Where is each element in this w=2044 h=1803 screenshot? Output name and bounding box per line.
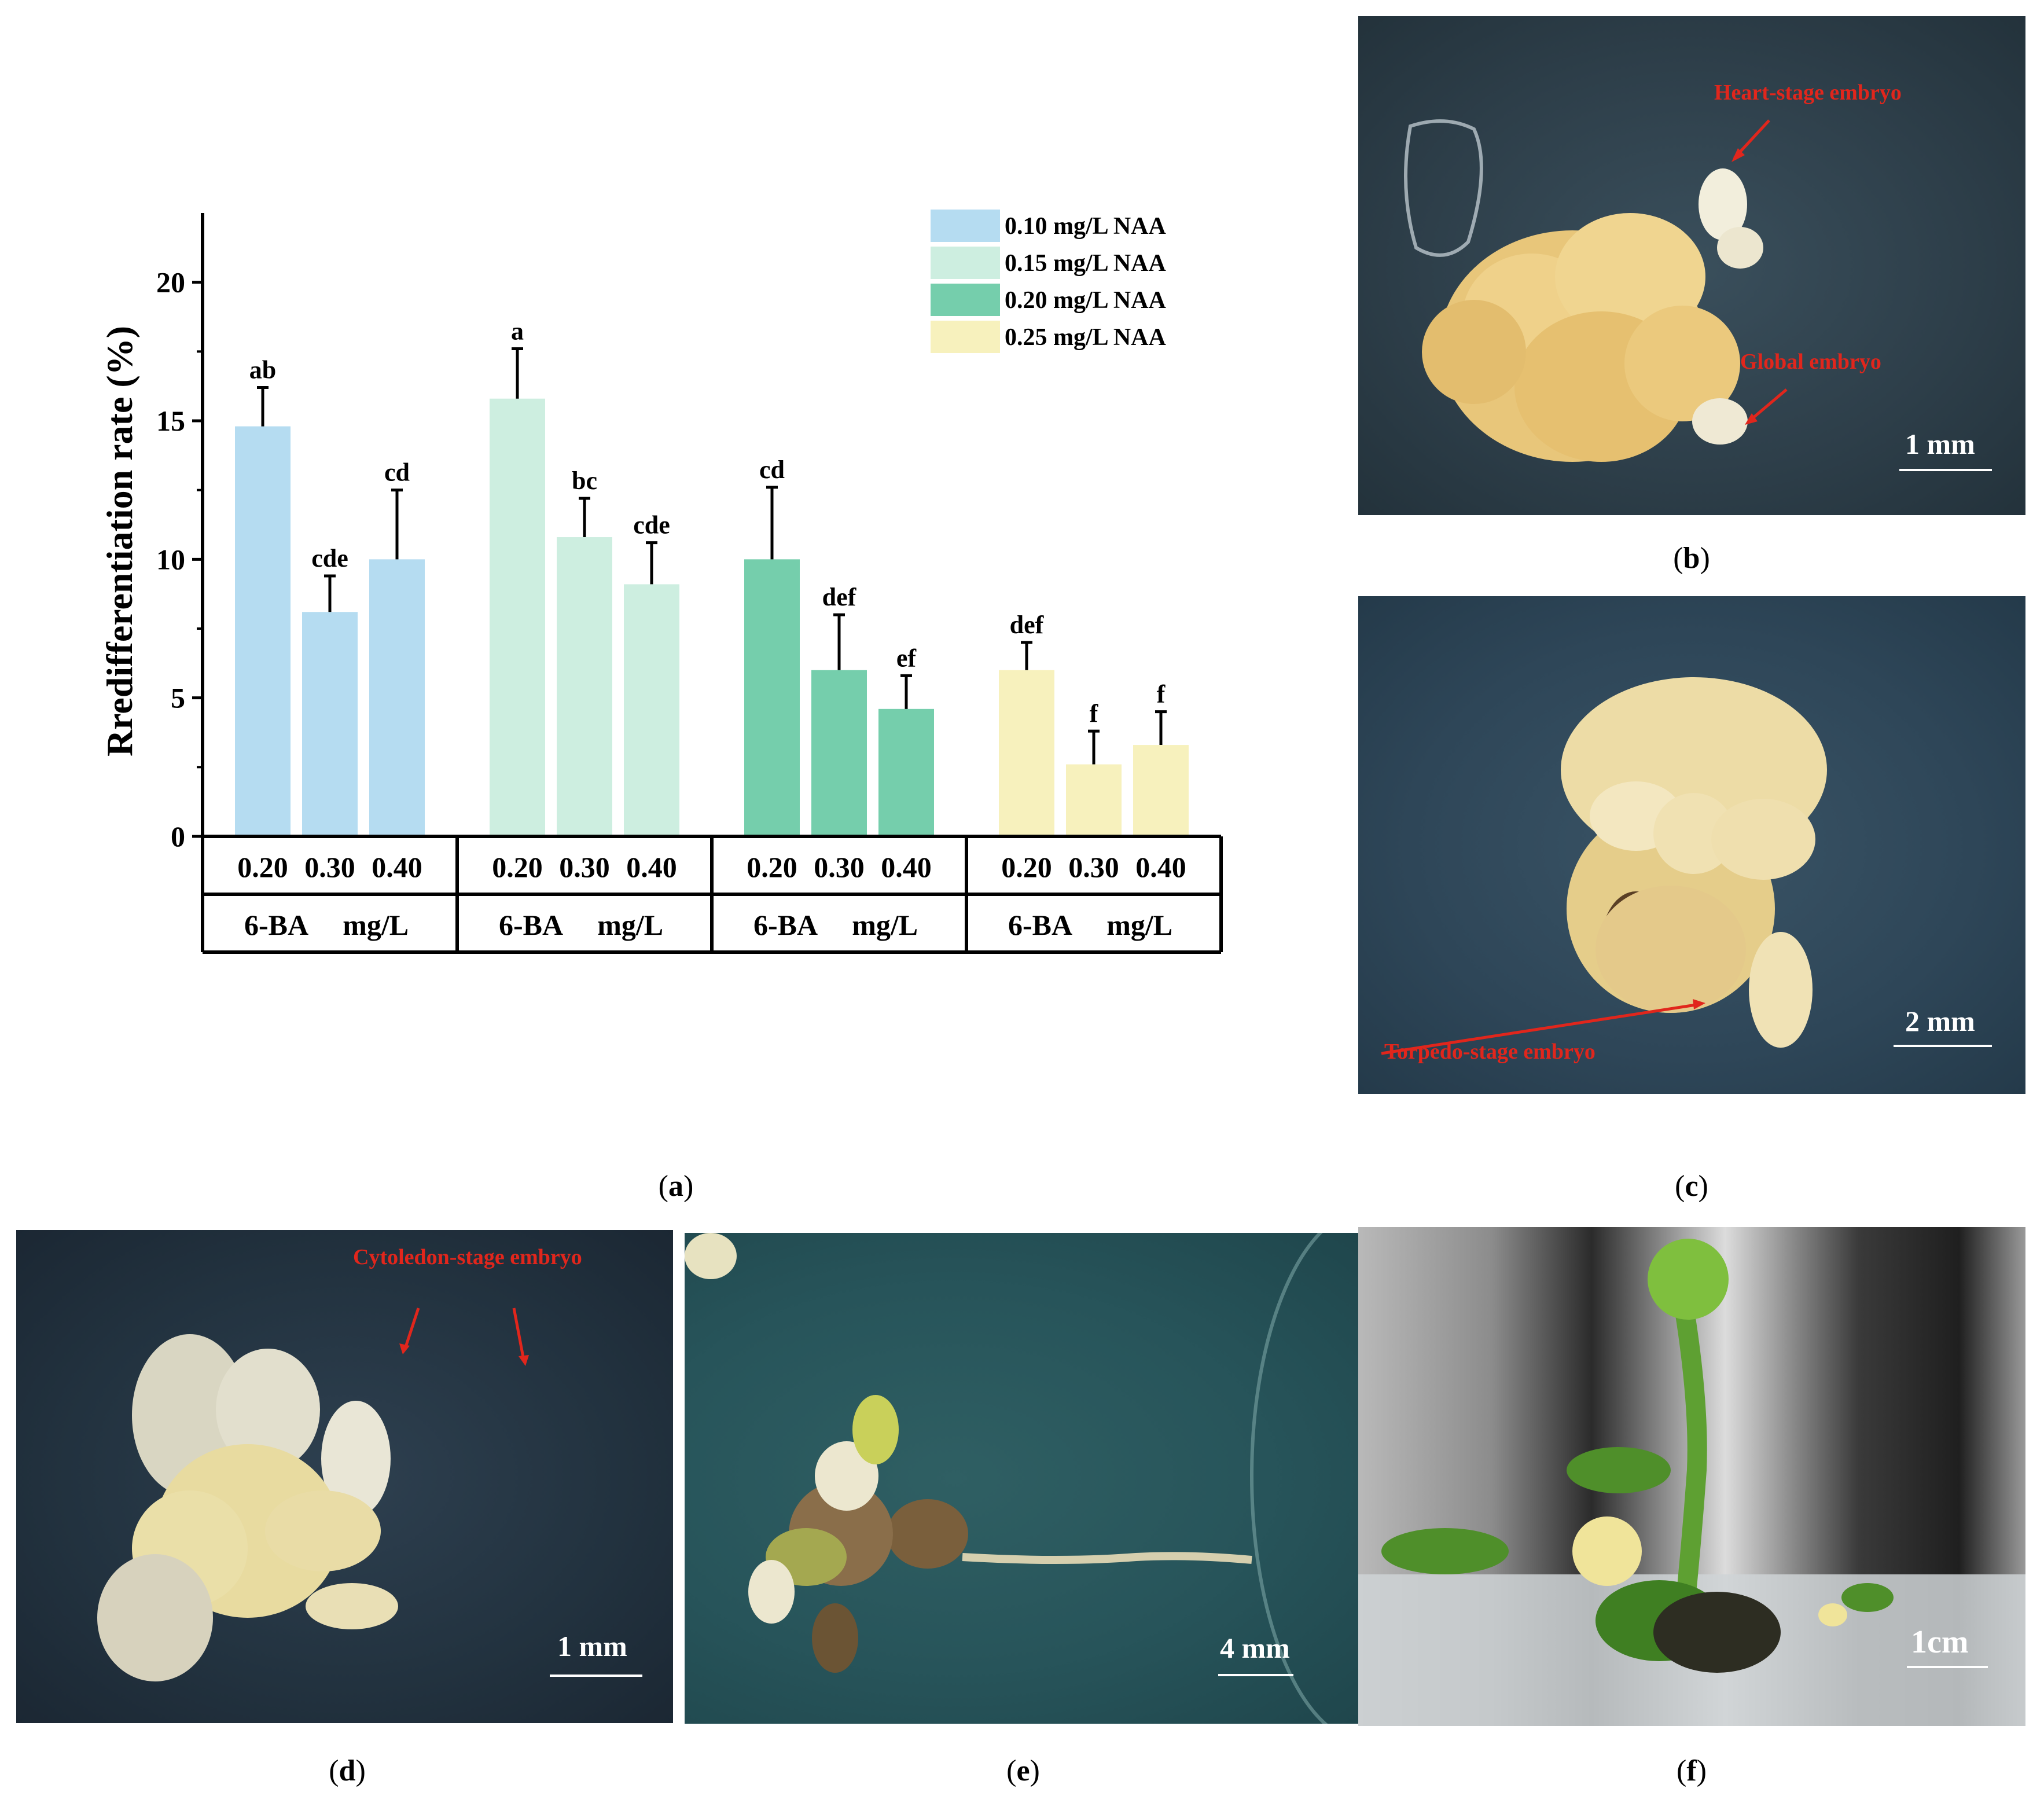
- bar-1-0: [490, 398, 545, 836]
- scale-text-c: 2 mm: [1905, 1005, 1975, 1037]
- category-label-1-2: 0.40: [626, 851, 677, 883]
- panel-label-e: (e): [1006, 1754, 1040, 1787]
- seedling-illustration: [685, 1233, 1328, 1724]
- annotation-global-embryo: Global embryo: [1740, 350, 1881, 374]
- scale-bar-b: [1899, 469, 1992, 471]
- callus-illustration: [1381, 677, 1827, 1055]
- photo-d: Cytoledon-stage embryo 1 mm: [16, 1230, 673, 1723]
- legend-swatch-1: [931, 247, 1000, 279]
- category-label-3-1: 0.30: [1068, 851, 1119, 883]
- panel-label-b: (b): [1673, 542, 1710, 575]
- bar-0-0: [235, 426, 291, 836]
- legend-swatch-2: [931, 284, 1000, 316]
- significance-letter-1-1: bc: [572, 467, 597, 495]
- group-label-unit-0: mg/L: [343, 909, 409, 941]
- axis-layer: 0.20 0.30 0.40 6-BA mg/L 0.20 0.30 0.40 6-BA mg/L…: [156, 213, 1223, 954]
- significance-letter-2-1: def: [822, 583, 857, 611]
- category-label-3-0: 0.20: [1001, 851, 1052, 883]
- scale-bar-d: [550, 1675, 642, 1677]
- legend-swatch-3: [931, 321, 1000, 353]
- y-tick-label-20: 20: [156, 266, 185, 299]
- group-label-unit-1: mg/L: [597, 909, 663, 941]
- photo-e: 4 mm: [685, 1233, 1358, 1724]
- group-label-6ba-2: 6-BA: [753, 909, 818, 941]
- significance-letter-3-1: f: [1090, 699, 1099, 728]
- photo-f: 1cm: [1358, 1227, 2025, 1726]
- significance-letter-0-0: ab: [249, 356, 276, 384]
- panel-label-d: (d): [329, 1754, 366, 1787]
- bar-2-1: [811, 670, 867, 836]
- legend: 0.10 mg/L NAA 0.15 mg/L NAA 0.20 mg/L NAA 0…: [931, 210, 1167, 353]
- panel-label-c: (c): [1675, 1170, 1708, 1203]
- group-label-6ba-0: 6-BA: [244, 909, 308, 941]
- bar-0-2: [369, 559, 425, 836]
- significance-letter-0-1: cde: [311, 544, 348, 572]
- significance-letter-1-0: a: [511, 317, 524, 346]
- scale-bar-c: [1894, 1045, 1992, 1047]
- y-axis-label: Rredifferentiation rate (%): [99, 326, 140, 757]
- y-tick-label-15: 15: [156, 405, 185, 437]
- bars-layer: ab cde cd a bc cde cd def ef def f f: [235, 317, 1189, 836]
- y-tick-label-5: 5: [171, 682, 185, 714]
- scale-text-f: 1cm: [1911, 1624, 1969, 1660]
- significance-letter-2-0: cd: [759, 456, 785, 484]
- group-label-6ba-1: 6-BA: [499, 909, 563, 941]
- bar-2-2: [878, 708, 934, 836]
- significance-letter-3-2: f: [1157, 680, 1166, 708]
- bar-2-0: [744, 559, 800, 836]
- bar-0-1: [302, 612, 358, 836]
- category-label-1-0: 0.20: [492, 851, 543, 883]
- group-label-unit-2: mg/L: [852, 909, 918, 941]
- legend-label-3: 0.25 mg/L NAA: [1005, 324, 1167, 351]
- callus-illustration: [1404, 119, 1788, 462]
- legend-label-0: 0.10 mg/L NAA: [1005, 213, 1167, 240]
- panel-label-f: (f): [1677, 1754, 1707, 1787]
- category-label-2-2: 0.40: [881, 851, 932, 883]
- plantlet-illustration: [1358, 1239, 2025, 1726]
- photo-b: Heart-stage embryo Global embryo 1 mm: [1358, 16, 2025, 515]
- significance-letter-1-2: cde: [633, 511, 670, 539]
- y-tick-label-10: 10: [156, 543, 185, 575]
- significance-letter-0-2: cd: [384, 458, 410, 487]
- legend-swatch-0: [931, 210, 1000, 242]
- bar-3-2: [1133, 745, 1189, 836]
- y-tick-label-0: 0: [171, 820, 185, 853]
- category-label-0-1: 0.30: [304, 851, 355, 883]
- significance-letter-3-0: def: [1010, 611, 1045, 639]
- category-label-1-1: 0.30: [559, 851, 610, 883]
- panel-label-a: (a): [658, 1170, 694, 1203]
- scale-text-d: 1 mm: [557, 1630, 627, 1662]
- bar-1-1: [557, 537, 612, 836]
- legend-label-1: 0.15 mg/L NAA: [1005, 250, 1167, 277]
- scale-bar-e: [1218, 1674, 1293, 1676]
- bar-chart: ab cde cd a bc cde cd def ef def f f 0.20 0.30 0.40 6-…: [99, 210, 1223, 954]
- bar-1-2: [624, 584, 679, 836]
- scale-text-b: 1 mm: [1905, 428, 1975, 460]
- category-label-0-2: 0.40: [372, 851, 422, 883]
- category-label-0-0: 0.20: [237, 851, 288, 883]
- embryo-illustration: [97, 1308, 529, 1681]
- annotation-heart-stage: Heart-stage embryo: [1714, 80, 1902, 105]
- category-label-3-2: 0.40: [1135, 851, 1186, 883]
- bar-3-0: [999, 670, 1054, 836]
- scale-bar-f: [1907, 1666, 1988, 1668]
- scale-text-e: 4 mm: [1220, 1632, 1290, 1664]
- significance-letter-2-2: ef: [896, 644, 917, 672]
- annotation-cytoledon-stage: Cytoledon-stage embryo: [353, 1245, 582, 1269]
- group-label-unit-3: mg/L: [1106, 909, 1172, 941]
- bar-3-1: [1066, 764, 1122, 836]
- group-label-6ba-3: 6-BA: [1008, 909, 1072, 941]
- category-label-2-1: 0.30: [814, 851, 865, 883]
- photo-c: Torpedo-stage embryo 2 mm: [1358, 596, 2025, 1094]
- annotation-torpedo-stage: Torpedo-stage embryo: [1384, 1040, 1596, 1064]
- category-label-2-0: 0.20: [747, 851, 797, 883]
- legend-label-2: 0.20 mg/L NAA: [1005, 287, 1167, 314]
